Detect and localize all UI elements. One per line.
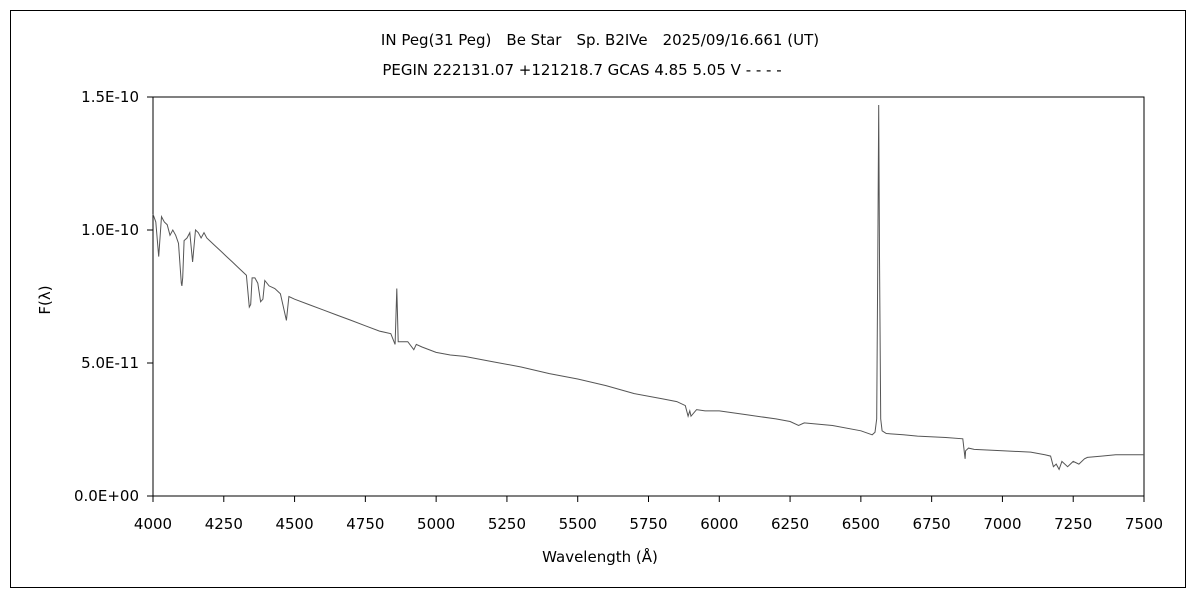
x-tick-label: 7500	[1125, 515, 1163, 533]
y-axis-label: F(λ)	[36, 285, 54, 314]
x-tick-label: 6250	[771, 515, 809, 533]
x-tick-label: 4000	[134, 515, 172, 533]
x-tick-label: 6750	[913, 515, 951, 533]
x-axis-label: Wavelength (Å)	[542, 547, 658, 566]
x-tick-label: 4750	[346, 515, 384, 533]
x-tick-label: 6500	[842, 515, 880, 533]
chart-title: IN Peg(31 Peg) Be Star Sp. B2IVe 2025/09…	[381, 31, 819, 49]
x-tick-label: 7250	[1054, 515, 1092, 533]
y-tick-label: 1.5E-10	[81, 88, 139, 106]
x-tick-label: 5000	[417, 515, 455, 533]
chart-frame	[10, 10, 1186, 588]
x-tick-label: 5500	[559, 515, 597, 533]
plot-area	[152, 96, 1145, 497]
x-axis: 4000 4250 4500 4750 5000 5250 5500 5750 6000 6250…	[134, 496, 1163, 533]
y-tick-label: 0.0E+00	[74, 487, 139, 505]
x-tick-label: 4500	[275, 515, 313, 533]
x-tick-label: 4250	[205, 515, 243, 533]
x-tick-label: 5250	[488, 515, 526, 533]
y-tick-label: 1.0E-10	[81, 221, 139, 239]
x-tick-label: 7000	[983, 515, 1021, 533]
y-axis: 0.0E+00 5.0E-11 1.0E-10 1.5E-10	[74, 88, 153, 505]
y-tick-label: 5.0E-11	[81, 354, 139, 372]
spectrum-line	[152, 104, 1144, 471]
x-tick-label: 6000	[700, 515, 738, 533]
chart-subtitle: PEGIN 222131.07 +121218.7 GCAS 4.85 5.05…	[382, 61, 781, 79]
x-tick-label: 5750	[629, 515, 667, 533]
